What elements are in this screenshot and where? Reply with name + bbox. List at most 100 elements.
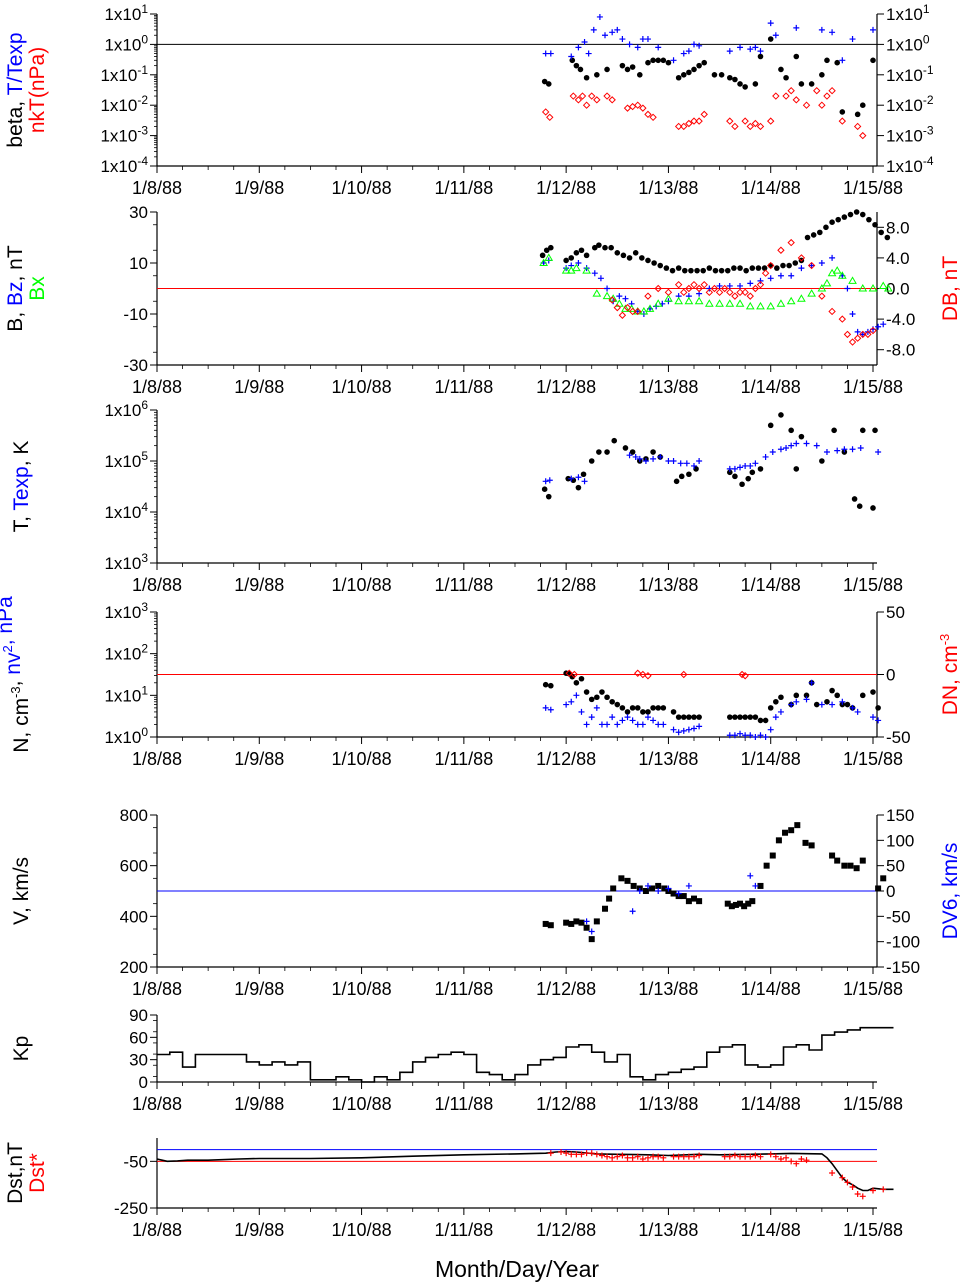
data-point xyxy=(604,721,611,728)
data-point xyxy=(705,288,714,297)
data-point xyxy=(844,701,851,708)
left-tick-label: 1x10-4 xyxy=(100,154,148,176)
data-point xyxy=(839,1174,846,1181)
data-point xyxy=(737,730,744,737)
data-point xyxy=(563,1150,570,1157)
data-point xyxy=(685,882,692,889)
right-tick-label: 1x10-2 xyxy=(886,93,934,115)
data-point xyxy=(726,465,733,472)
right-axis-label: DN, cm-3 xyxy=(937,634,962,716)
series-nv2 xyxy=(542,679,882,740)
data-point xyxy=(563,257,569,264)
data-point xyxy=(568,1151,575,1158)
data-point xyxy=(735,299,745,307)
data-point xyxy=(818,26,825,33)
data-point xyxy=(736,288,744,297)
data-point xyxy=(742,1153,749,1160)
data-point xyxy=(756,280,765,289)
x-tick-label: 1/10/88 xyxy=(332,178,392,198)
data-point xyxy=(875,449,882,456)
data-point xyxy=(747,280,754,287)
data-point xyxy=(548,244,554,251)
data-point xyxy=(657,453,664,460)
right-tick-label: -150 xyxy=(886,958,920,977)
data-point xyxy=(655,1153,662,1160)
data-point xyxy=(749,265,756,271)
x-tick-label: 1/15/88 xyxy=(843,979,903,999)
x-tick-label: 1/15/88 xyxy=(843,377,903,397)
data-point xyxy=(565,669,573,677)
data-point xyxy=(542,50,549,57)
left-axis-label: beta, T/Texp xyxy=(4,32,27,147)
data-point xyxy=(786,296,796,305)
data-point xyxy=(575,474,582,481)
data-point xyxy=(690,117,698,125)
left-tick-label: -250 xyxy=(114,1199,148,1218)
data-point xyxy=(747,1153,754,1160)
data-point xyxy=(618,311,627,319)
data-point xyxy=(620,252,627,259)
data-point xyxy=(778,694,784,701)
data-point xyxy=(752,734,759,740)
data-point xyxy=(752,714,759,720)
data-point xyxy=(778,412,784,418)
data-point xyxy=(664,294,673,302)
data-point xyxy=(694,267,700,274)
data-point xyxy=(609,29,616,36)
data-point xyxy=(819,458,825,464)
right-tick-label: 1x10-3 xyxy=(886,124,934,146)
data-point xyxy=(691,66,697,73)
data-point xyxy=(674,122,683,131)
data-point xyxy=(624,709,631,715)
data-point xyxy=(629,64,636,70)
x-tick-label: 1/10/88 xyxy=(332,749,392,769)
data-point xyxy=(849,311,856,317)
data-point xyxy=(859,102,866,108)
data-point xyxy=(793,1160,800,1167)
data-point xyxy=(757,277,764,284)
data-point xyxy=(803,1157,810,1164)
data-point xyxy=(609,698,615,705)
data-point xyxy=(767,36,774,42)
data-point xyxy=(767,261,775,270)
data-point xyxy=(665,885,672,892)
data-point xyxy=(581,478,588,485)
data-point xyxy=(686,471,692,478)
data-point xyxy=(761,269,770,277)
data-point xyxy=(767,275,774,282)
data-point xyxy=(817,284,827,292)
data-point xyxy=(677,460,684,467)
data-point xyxy=(757,732,764,739)
data-point xyxy=(639,104,647,112)
data-point xyxy=(632,250,639,256)
data-point xyxy=(747,462,754,469)
series-nkt xyxy=(541,86,867,140)
left-tick-label: 400 xyxy=(120,907,148,926)
series-Bz xyxy=(540,254,887,338)
data-point xyxy=(813,442,820,449)
data-point xyxy=(568,53,575,60)
panel-beta: 1x101 1x100 1x10-1 1x10-2 1x10-3 1x10-4 1x101 1… xyxy=(4,2,934,198)
data-point xyxy=(834,59,840,66)
data-point xyxy=(752,44,759,51)
data-point xyxy=(675,74,682,81)
left-tick-label: -50 xyxy=(123,1152,148,1171)
data-point xyxy=(721,1153,728,1160)
data-point xyxy=(593,704,600,711)
data-point xyxy=(853,209,860,215)
left-tick-label: 90 xyxy=(129,1006,148,1025)
data-point xyxy=(577,66,584,73)
data-point xyxy=(588,714,595,721)
right-tick-label: 50 xyxy=(886,857,905,876)
data-point xyxy=(565,475,571,482)
left-tick-label: 1x10-1 xyxy=(100,63,148,85)
data-point xyxy=(634,705,641,711)
data-point xyxy=(655,44,662,51)
data-point xyxy=(793,53,800,60)
data-point xyxy=(661,885,668,892)
data-point xyxy=(793,440,800,447)
data-point xyxy=(603,92,611,100)
x-tick-label: 1/13/88 xyxy=(638,178,698,198)
data-point xyxy=(749,898,756,905)
